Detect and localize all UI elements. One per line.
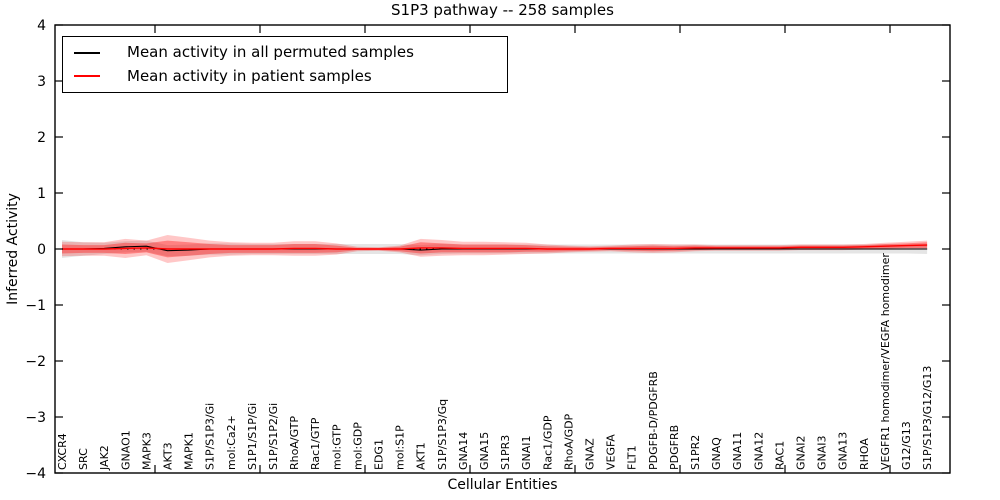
entity-label: GNAI2 — [795, 435, 808, 470]
y-tick-label: −4 — [25, 466, 46, 482]
legend-label-permuted: Mean activity in all permuted samples — [127, 43, 414, 62]
entity-label: mol:Ca2+ — [225, 415, 238, 470]
y-tick-label: 3 — [37, 74, 46, 90]
entity-label: S1PR3 — [499, 435, 512, 470]
entity-label: S1P/S1P3/G12/G13 — [921, 366, 934, 470]
chart-title: S1P3 pathway -- 258 samples — [391, 1, 614, 19]
entity-label: mol:S1P — [394, 425, 407, 470]
entity-label: SRC — [77, 448, 90, 470]
entity-label: GNAO1 — [119, 430, 132, 470]
entity-label: FLT1 — [626, 445, 639, 470]
entity-label: RhoA/GDP — [562, 413, 575, 470]
entity-label: GNA13 — [837, 432, 850, 470]
entity-label: G12/G13 — [900, 421, 913, 470]
entity-label: mol:GTP — [330, 424, 343, 470]
entity-label: RhoA/GTP — [288, 416, 301, 470]
y-tick-label: −3 — [25, 410, 46, 426]
entity-label: GNAI3 — [816, 435, 829, 470]
y-tick-label: −1 — [25, 298, 46, 314]
permuted-line-swatch — [74, 51, 100, 54]
y-tick-label: 2 — [37, 130, 46, 146]
entity-label: PDGFRB — [668, 425, 681, 470]
entity-label: MAPK3 — [140, 432, 153, 470]
entity-label: GNAZ — [584, 438, 597, 470]
entity-label: AKT1 — [415, 442, 428, 470]
legend-label-patient: Mean activity in patient samples — [127, 66, 372, 85]
entity-label: Rac1/GTP — [309, 417, 322, 470]
entity-label: GNAI1 — [520, 435, 533, 470]
entity-label: S1P1/S1P/Gi — [246, 403, 259, 470]
legend-item-permuted: Mean activity in all permuted samples — [74, 45, 507, 60]
patient-line-swatch — [74, 75, 100, 78]
entity-label: S1P/S1P2/Gi — [267, 403, 280, 470]
y-tick-label: −2 — [25, 354, 46, 370]
y-tick-label: 4 — [37, 18, 46, 34]
x-axis-label: Cellular Entities — [447, 477, 558, 493]
entity-label: JAK2 — [98, 445, 111, 471]
entity-label: S1P/S1P3/Gi — [204, 403, 217, 470]
entity-label: AKT3 — [162, 442, 175, 470]
y-axis-label: Inferred Activity — [5, 193, 21, 305]
entity-label: GNA14 — [457, 432, 470, 470]
entity-label: S1P/S1P3/Gq — [436, 399, 449, 470]
entity-label: VEGFR1 homodimer/VEGFA homodimer — [879, 253, 892, 470]
entity-label: GNA12 — [752, 432, 765, 470]
entity-label: EDG1 — [373, 439, 386, 470]
entity-label: MAPK1 — [183, 432, 196, 470]
entity-label: Rac1/GDP — [541, 415, 554, 470]
entity-label: VEGFA — [605, 434, 618, 470]
entity-label: RHOA — [858, 438, 871, 470]
entity-label: S1PR2 — [689, 435, 702, 470]
legend-item-patient: Mean activity in patient samples — [74, 66, 507, 85]
legend: Mean activity in all permuted samples Me… — [62, 36, 508, 93]
entity-label: GNA15 — [478, 432, 491, 470]
patient-mean-line — [62, 244, 928, 250]
entity-label: mol:GDP — [351, 422, 364, 470]
y-tick-label: 0 — [37, 242, 46, 258]
entity-label: RAC1 — [773, 441, 786, 470]
entity-label: PDGFB-D/PDGFRB — [647, 371, 660, 470]
entity-label: GNA11 — [731, 432, 744, 470]
entity-label: GNAQ — [710, 437, 723, 470]
entity-label: CXCR4 — [56, 433, 69, 470]
y-tick-label: 1 — [37, 186, 46, 202]
